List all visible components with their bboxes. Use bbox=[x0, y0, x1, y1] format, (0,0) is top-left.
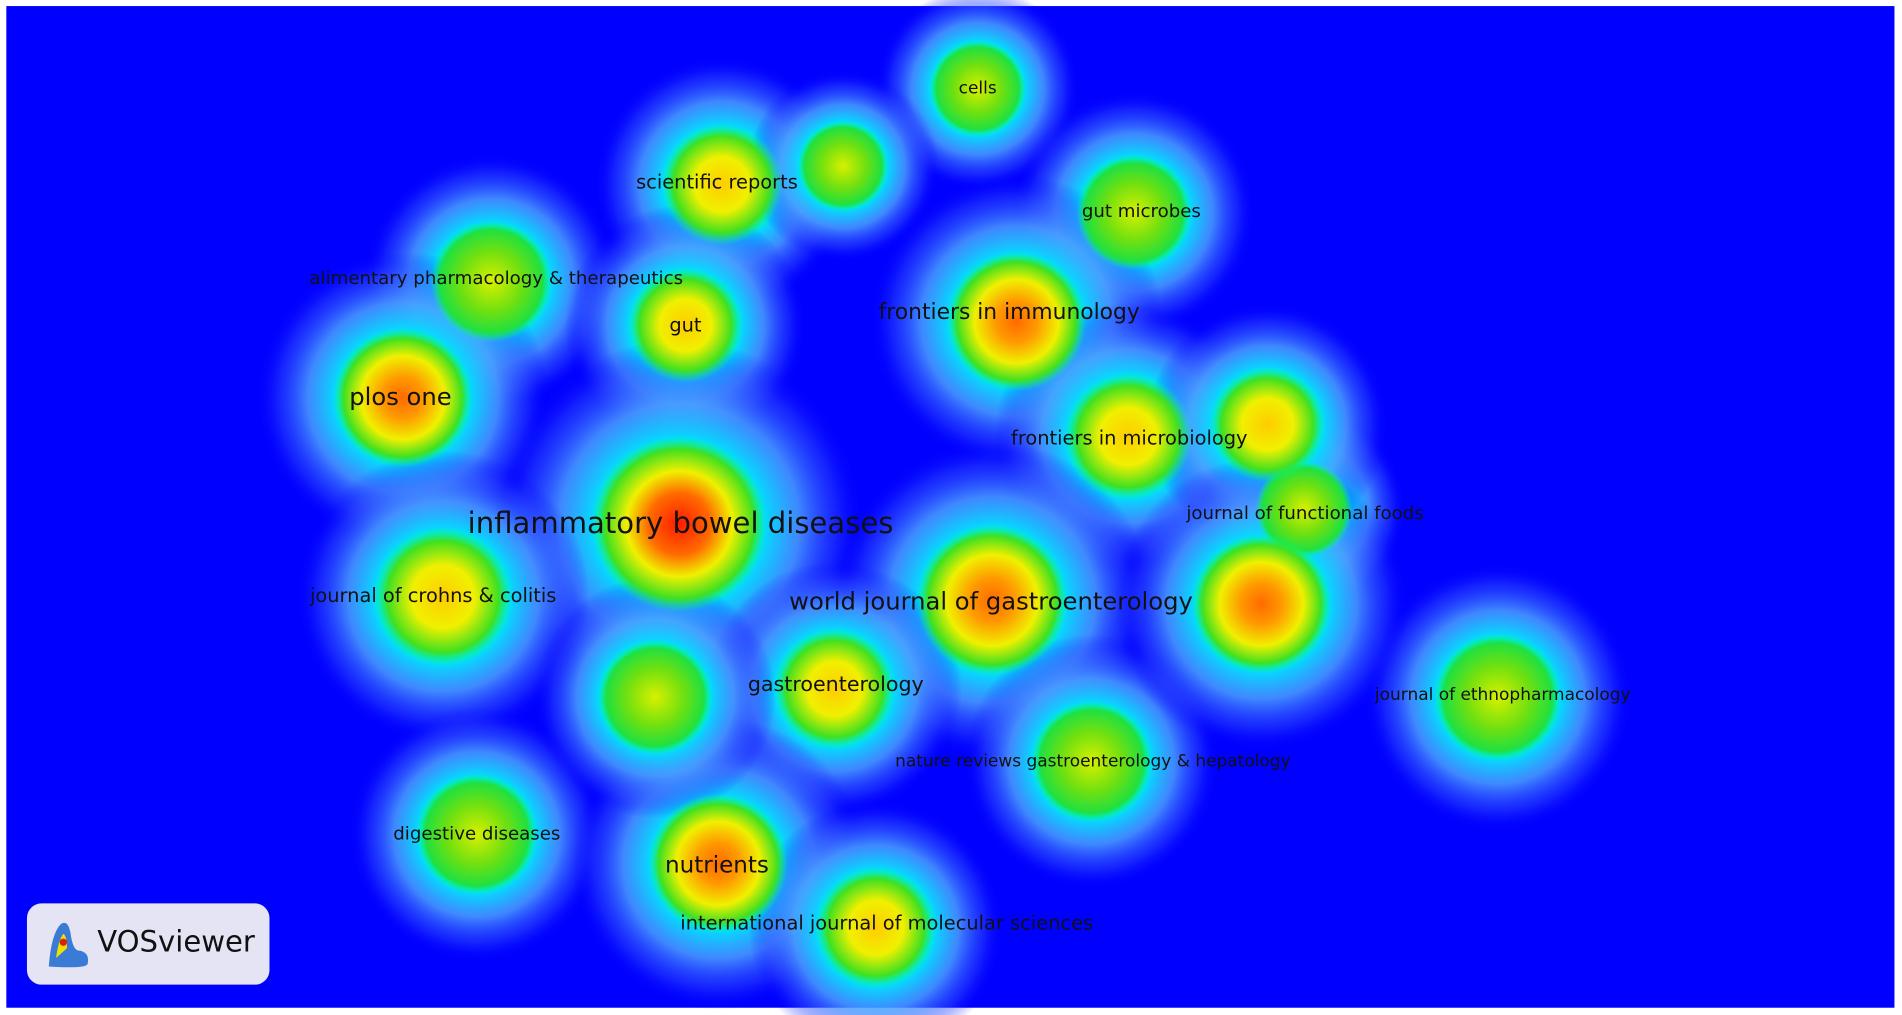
logo-box: VOSviewer bbox=[26, 903, 270, 985]
node-label: alimentary pharmacology & therapeutics bbox=[309, 268, 683, 289]
node-label: digestive diseases bbox=[393, 823, 560, 844]
node-label: journal of crohns & colitis bbox=[309, 584, 556, 607]
node-label: international journal of molecular scien… bbox=[680, 912, 1093, 935]
node-label: plos one bbox=[349, 382, 451, 411]
node-label: inflammatory bowel diseases bbox=[468, 506, 894, 540]
node-label: frontiers in immunology bbox=[879, 300, 1140, 325]
node-label: scientific reports bbox=[636, 171, 798, 194]
density-core bbox=[627, 267, 744, 383]
logo-icon bbox=[48, 922, 89, 968]
density-core bbox=[373, 526, 513, 667]
node-label: journal of ethnopharmacology bbox=[1374, 685, 1631, 705]
density-core bbox=[1209, 366, 1326, 483]
node-label: journal of functional foods bbox=[1185, 503, 1423, 524]
core-layer bbox=[333, 40, 1562, 989]
node-label: gut microbes bbox=[1082, 201, 1201, 222]
node-label: cells bbox=[959, 79, 997, 99]
label-layer: cells scientific reports gut microbes alime… bbox=[309, 79, 1631, 935]
density-core bbox=[797, 120, 889, 212]
density-core bbox=[815, 867, 937, 989]
density-core bbox=[1255, 460, 1353, 558]
density-core bbox=[661, 123, 783, 245]
logo-background bbox=[26, 903, 270, 985]
density-core bbox=[648, 793, 788, 934]
node-label: gastroenterology bbox=[748, 672, 924, 696]
node-label: frontiers in microbiology bbox=[1011, 426, 1247, 449]
density-core bbox=[416, 773, 538, 895]
logo-icon-peak bbox=[59, 938, 67, 946]
density-core bbox=[1191, 534, 1332, 674]
density-core bbox=[1031, 700, 1153, 823]
node-label: world journal of gastroenterology bbox=[789, 587, 1193, 616]
logo-text: VOSviewer bbox=[97, 924, 255, 958]
density-core bbox=[333, 328, 473, 468]
density-core bbox=[1064, 372, 1192, 501]
node-label: nutrients bbox=[665, 852, 769, 878]
density-core bbox=[916, 524, 1069, 677]
density-core bbox=[773, 628, 896, 750]
density-core bbox=[1434, 633, 1562, 761]
density-core bbox=[591, 435, 768, 612]
density-core bbox=[430, 220, 553, 342]
node-label: gut bbox=[669, 314, 702, 337]
density-core bbox=[929, 40, 1027, 138]
density-core bbox=[946, 251, 1087, 392]
density-core bbox=[1076, 154, 1192, 270]
density-core bbox=[597, 639, 713, 755]
node-label: nature reviews gastroenterology & hepato… bbox=[895, 752, 1291, 772]
